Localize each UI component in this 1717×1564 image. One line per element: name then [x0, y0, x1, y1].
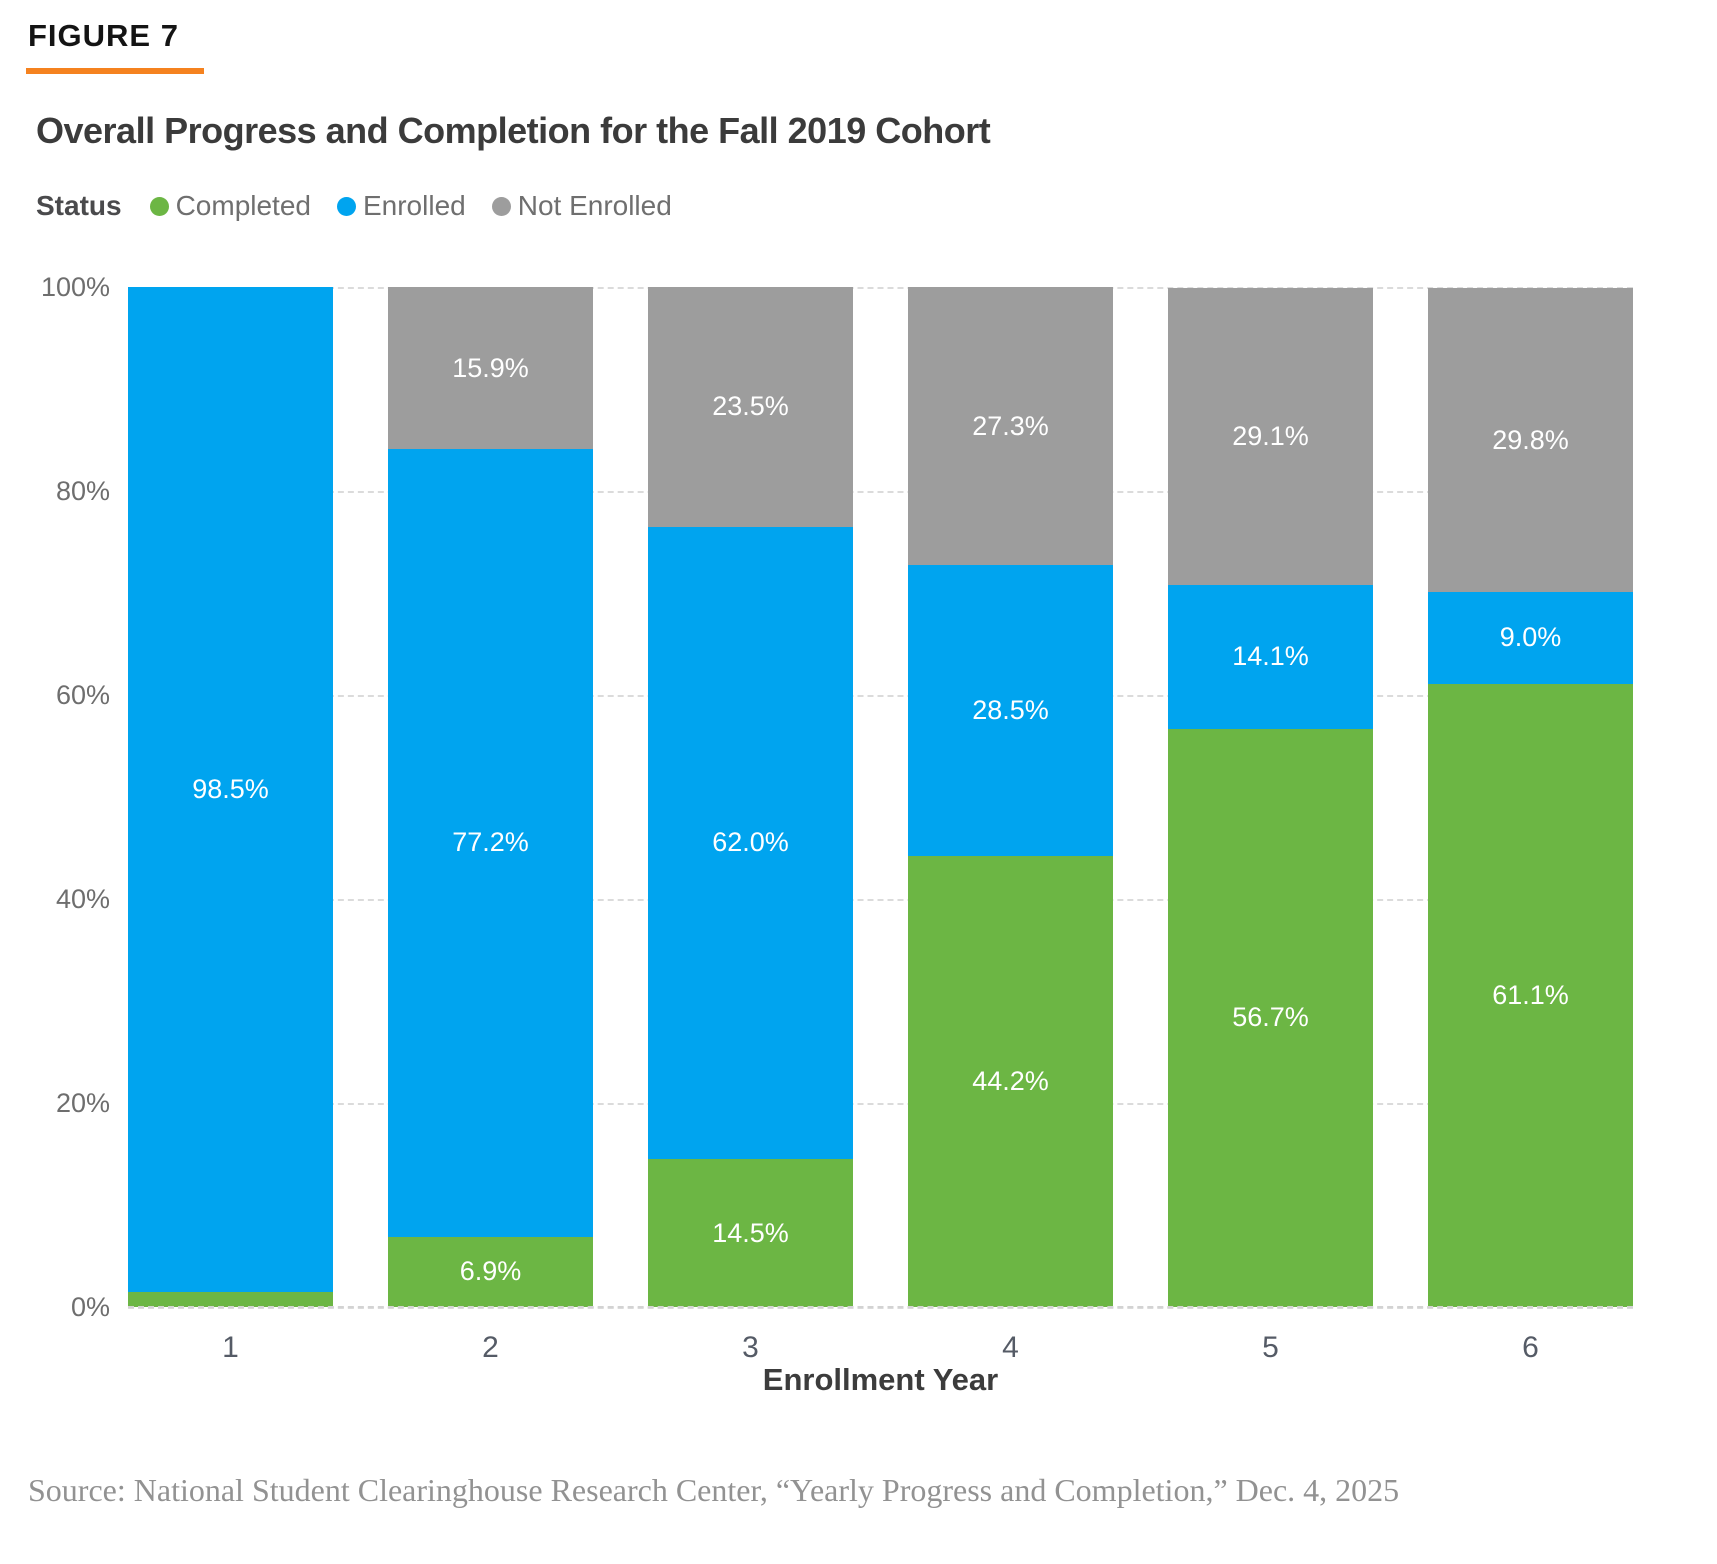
bar-segment-enrolled-year-6[interactable]: 9.0%	[1428, 591, 1633, 684]
bar-segment-completed-year-6[interactable]: 61.1%	[1428, 683, 1633, 1307]
bar-segment-enrolled-year-5[interactable]: 14.1%	[1168, 584, 1373, 729]
gridline-0%	[128, 1307, 1633, 1309]
legend-title: Status	[36, 190, 122, 221]
figure-label-underline	[26, 68, 204, 74]
plot-area: 98.5% 1 15.9% 77.2% 6.9% 2 23.5% 62.0% 14.5% 3 27.…	[128, 287, 1633, 1364]
x-axis-tick-year-2: 2	[482, 1331, 499, 1364]
bar-value-label: 56.7%	[1232, 1002, 1309, 1033]
y-axis-tick-40%: 40%	[55, 884, 110, 914]
bar-column-year-5: 29.1% 14.1% 56.7% 5	[1168, 287, 1373, 1364]
bar-segment-completed-year-2[interactable]: 6.9%	[388, 1236, 593, 1307]
y-axis-tick-0%: 0%	[70, 1292, 110, 1322]
bar-segment-not-enrolled-year-4[interactable]: 27.3%	[908, 287, 1113, 566]
gridline-40%	[128, 899, 1633, 901]
gridline-20%	[128, 1103, 1633, 1105]
bar-value-label: 29.8%	[1492, 424, 1569, 455]
y-axis-tick-80%: 80%	[55, 476, 110, 506]
y-axis-tick-20%: 20%	[55, 1088, 110, 1118]
legend-item-label: Completed	[175, 190, 311, 221]
legend-item-label: Not Enrolled	[517, 190, 672, 221]
legend-dot-enrolled	[336, 196, 356, 216]
x-axis-tick-year-1: 1	[222, 1331, 239, 1364]
bar-value-label: 62.0%	[712, 827, 789, 858]
bar-value-label: 23.5%	[712, 391, 789, 422]
bar-value-label: 6.9%	[459, 1256, 522, 1287]
bar-segment-completed-year-4[interactable]: 44.2%	[908, 856, 1113, 1307]
legend-item-label: Enrolled	[362, 190, 466, 221]
bar-segment-enrolled-year-2[interactable]: 77.2%	[388, 449, 593, 1237]
legend-dot-completed	[149, 196, 169, 216]
bar-value-label: 28.5%	[972, 695, 1049, 726]
legend-item-not-enrolled[interactable]: Not Enrolled	[491, 190, 672, 222]
y-axis-tick-60%: 60%	[55, 680, 110, 710]
x-axis-baseline	[128, 1306, 1633, 1308]
legend-dot-not-enrolled	[491, 196, 511, 216]
bar-segment-enrolled-year-4[interactable]: 28.5%	[908, 565, 1113, 857]
x-axis-tick-year-5: 5	[1262, 1331, 1279, 1364]
chart-title: Overall Progress and Completion for the …	[36, 110, 991, 151]
bars: 98.5% 1 15.9% 77.2% 6.9% 2 23.5% 62.0% 14.5% 3 27.…	[128, 287, 1633, 1364]
bar-segment-not-enrolled-year-5[interactable]: 29.1%	[1168, 288, 1373, 585]
gridline-100%	[128, 287, 1633, 289]
figure-label: FIGURE 7	[28, 18, 179, 53]
bar-segment-completed-year-3[interactable]: 14.5%	[648, 1159, 853, 1307]
bar-column-year-4: 27.3% 28.5% 44.2% 4	[908, 287, 1113, 1364]
gridline-80%	[128, 491, 1633, 493]
x-axis-tick-year-4: 4	[1002, 1331, 1019, 1364]
bar-value-label: 14.1%	[1232, 641, 1309, 672]
legend-item-completed[interactable]: Completed	[149, 190, 311, 222]
bar-value-label: 98.5%	[192, 773, 269, 804]
legend: Status Completed Enrolled Not Enrolled	[36, 190, 672, 222]
bar-column-year-1: 98.5% 1	[128, 287, 333, 1364]
bar-value-label: 44.2%	[972, 1066, 1049, 1097]
y-axis-labels: 100% 80% 60% 40% 20% 0%	[10, 272, 110, 1322]
gridline-60%	[128, 695, 1633, 697]
bar-segment-enrolled-year-3[interactable]: 62.0%	[648, 526, 853, 1160]
bar-column-year-6: 29.8% 9.0% 61.1% 6	[1428, 287, 1633, 1364]
bar-value-label: 27.3%	[972, 410, 1049, 441]
source-note: Source: National Student Clearinghouse R…	[28, 1472, 1400, 1508]
x-axis-title: Enrollment Year	[762, 1362, 999, 1397]
bar-value-label: 9.0%	[1499, 622, 1562, 653]
y-axis-tick-100%: 100%	[40, 272, 110, 302]
bar-segment-not-enrolled-year-2[interactable]: 15.9%	[388, 287, 593, 450]
legend-items: Completed Enrolled Not Enrolled	[149, 190, 672, 222]
bar-segment-enrolled-year-1[interactable]: 98.5%	[128, 287, 333, 1292]
bar-segment-completed-year-1[interactable]	[128, 1291, 333, 1307]
bar-value-label: 15.9%	[452, 352, 529, 383]
x-axis-tick-year-6: 6	[1522, 1331, 1539, 1364]
legend-item-enrolled[interactable]: Enrolled	[336, 190, 466, 222]
bar-value-label: 14.5%	[712, 1217, 789, 1248]
bar-column-year-3: 23.5% 62.0% 14.5% 3	[648, 287, 853, 1364]
bar-value-label: 29.1%	[1232, 420, 1309, 451]
x-axis-tick-year-3: 3	[742, 1331, 759, 1364]
bar-segment-not-enrolled-year-6[interactable]: 29.8%	[1428, 288, 1633, 592]
bar-segment-completed-year-5[interactable]: 56.7%	[1168, 728, 1373, 1307]
bar-column-year-2: 15.9% 77.2% 6.9% 2	[388, 287, 593, 1364]
bar-value-label: 61.1%	[1492, 979, 1569, 1010]
bar-value-label: 77.2%	[452, 827, 529, 858]
bar-segment-not-enrolled-year-3[interactable]: 23.5%	[648, 287, 853, 527]
